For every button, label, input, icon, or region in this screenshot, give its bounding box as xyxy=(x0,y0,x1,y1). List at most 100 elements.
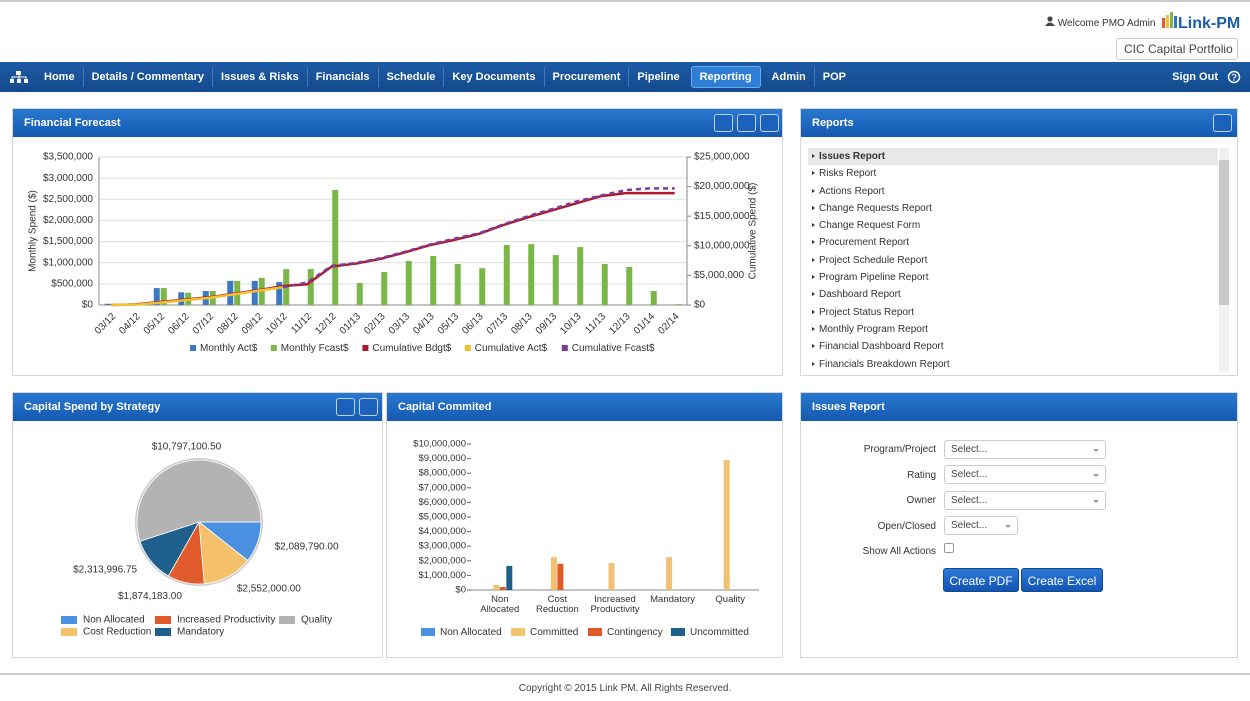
logo-icon xyxy=(1162,12,1177,28)
nav-item[interactable]: POP xyxy=(813,67,854,87)
report-link[interactable]: Dashboard Report xyxy=(808,286,1218,303)
y-tick-label: $3,500,000 xyxy=(43,152,93,163)
nav-item-active[interactable]: Reporting xyxy=(690,66,761,88)
report-link[interactable]: Monthly Program Report xyxy=(808,321,1218,338)
portfolio-select[interactable]: CIC Capital Portfolio ▾ xyxy=(1116,38,1238,76)
legend-swatch xyxy=(464,345,471,351)
data-label: $2,552,000.00 xyxy=(237,584,301,595)
y-axis-title: Monthly Spend ($) xyxy=(28,190,39,272)
panel-header: Reports xyxy=(801,109,1237,137)
bar xyxy=(666,557,673,590)
report-link[interactable]: Risks Report xyxy=(808,165,1218,182)
x-tick-label: Cost Reduction xyxy=(536,594,579,615)
legend-swatch xyxy=(155,628,171,636)
report-link[interactable]: Financial Dashboard Report xyxy=(808,338,1218,355)
legend-label: Cumulative Act$ xyxy=(475,343,548,354)
select[interactable]: Select... xyxy=(944,465,1106,484)
scrollbar[interactable] xyxy=(1219,148,1229,372)
report-link[interactable]: Procurement Report xyxy=(808,234,1218,251)
nav-item[interactable]: Schedule xyxy=(377,67,444,87)
report-link[interactable]: Actions Report xyxy=(808,183,1218,200)
y-tick-label: $1,000,000 xyxy=(418,570,466,581)
checkbox[interactable] xyxy=(944,543,954,553)
field-label: Rating xyxy=(907,470,936,481)
sitemap-icon[interactable] xyxy=(0,70,36,84)
x-tick-label: 02/13 xyxy=(362,311,388,337)
panel-header: Capital Commited xyxy=(387,393,782,421)
nav-item[interactable]: Pipeline xyxy=(628,67,687,87)
next-button[interactable] xyxy=(760,114,779,132)
legend-swatch xyxy=(511,628,525,636)
report-link[interactable]: Issues Report xyxy=(808,148,1218,166)
legend-swatch xyxy=(190,345,196,351)
top-border xyxy=(0,0,1250,2)
footer-line xyxy=(0,673,1250,675)
report-link[interactable]: Program Pipeline Report xyxy=(808,269,1218,286)
y-tick-label: $7,000,000 xyxy=(418,482,466,493)
x-tick-label: 08/12 xyxy=(215,311,241,337)
prev-button[interactable] xyxy=(336,398,355,416)
report-link[interactable]: Project Status Report xyxy=(808,304,1218,321)
panel-title: Financial Forecast xyxy=(24,117,121,129)
bar xyxy=(381,272,388,305)
footer: Copyright © 2015 Link PM. All Rights Res… xyxy=(518,683,732,694)
nav-item[interactable]: Home xyxy=(44,71,75,83)
bar xyxy=(601,263,608,305)
chart-button[interactable] xyxy=(1213,114,1232,132)
scroll-thumb[interactable] xyxy=(1219,160,1229,305)
next-button[interactable] xyxy=(359,398,378,416)
select[interactable]: Select... xyxy=(944,440,1106,459)
legend-label: Non Allocated xyxy=(83,615,145,626)
create-pdf-button[interactable]: Create PDF xyxy=(943,568,1019,592)
nav-item[interactable]: Issues & Risks xyxy=(212,67,307,87)
x-tick-label: 03/13 xyxy=(387,311,413,337)
bar xyxy=(405,261,412,305)
bar xyxy=(650,291,657,305)
legend-label: Cumulative Fcast$ xyxy=(572,343,655,354)
field-label: Show All Actions xyxy=(862,546,936,557)
panel-header: Capital Spend by Strategy xyxy=(13,393,382,421)
x-tick-label: 03/12 xyxy=(93,311,119,337)
legend-swatch xyxy=(588,628,602,636)
y-tick-label: $4,000,000 xyxy=(418,526,466,537)
select[interactable]: Select... xyxy=(944,516,1018,535)
y-tick-label: $6,000,000 xyxy=(418,497,466,508)
x-tick-label: 07/12 xyxy=(191,311,217,337)
x-tick-label: 11/13 xyxy=(583,311,608,336)
nav-item[interactable]: Financials xyxy=(306,67,378,87)
nav-item[interactable]: Key Documents xyxy=(443,67,543,87)
prev-button[interactable] xyxy=(737,114,756,132)
logo-text: Link-PM xyxy=(1178,15,1241,32)
nav-item[interactable]: Details / Commentary xyxy=(82,67,212,87)
report-link[interactable]: Change Request Form xyxy=(808,217,1218,234)
bar xyxy=(276,282,283,305)
create-excel-button[interactable]: Create Excel xyxy=(1021,568,1103,592)
nav-item[interactable]: Procurement xyxy=(543,67,629,87)
legend-label: Contingency xyxy=(607,627,663,638)
edit-button[interactable] xyxy=(714,114,733,132)
x-tick-label: 06/13 xyxy=(460,311,486,337)
bar xyxy=(503,244,510,305)
sign-out[interactable]: Sign Out xyxy=(1172,71,1218,83)
bar xyxy=(577,247,584,305)
legend-swatch xyxy=(561,345,568,351)
x-tick-label: 04/12 xyxy=(117,311,143,337)
y-tick-label: $3,000,000 xyxy=(418,541,466,552)
y-tick-label: $1,500,000 xyxy=(43,236,93,247)
nav-item[interactable]: Admin xyxy=(771,71,806,83)
x-tick-label: 02/14 xyxy=(656,311,682,337)
data-label: $2,089,790.00 xyxy=(275,542,339,553)
y-tick-label: $2,000,000 xyxy=(43,215,93,226)
legend-label: Monthly Act$ xyxy=(200,343,258,354)
select[interactable]: Select... xyxy=(944,491,1106,510)
report-link[interactable]: Financials Breakdown Report xyxy=(808,356,1218,372)
y-tick-label: $500,000 xyxy=(51,278,93,289)
y-tick-label: $8,000,000 xyxy=(418,468,466,479)
x-tick-label: 09/13 xyxy=(534,311,560,337)
legend-swatch xyxy=(279,616,295,624)
report-link[interactable]: Change Requests Report xyxy=(808,200,1218,217)
report-link[interactable]: Project Schedule Report xyxy=(808,252,1218,269)
x-tick-label: 05/12 xyxy=(142,311,168,337)
help-icon[interactable] xyxy=(1226,70,1250,84)
